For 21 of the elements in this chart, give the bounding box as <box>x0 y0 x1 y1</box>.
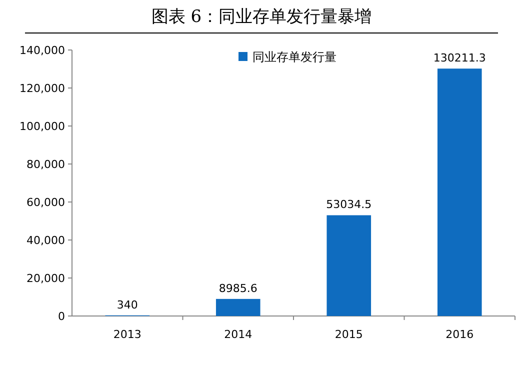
bar <box>216 298 260 316</box>
bar <box>437 68 482 316</box>
y-tick-label: 60,000 <box>26 196 65 209</box>
bar <box>326 215 372 316</box>
y-tick-label: 80,000 <box>26 158 65 171</box>
chart-title: 图表 6：同业存单发行量暴增 <box>151 7 372 27</box>
legend-label: 同业存单发行量 <box>252 50 336 64</box>
y-tick-label: 140,000 <box>20 44 65 57</box>
y-tick-label: 40,000 <box>26 234 65 247</box>
text: 340 <box>116 298 138 312</box>
y-tick-label: 0 <box>58 310 65 323</box>
x-tick-label: 2013 <box>113 328 142 341</box>
text: 8985.6 <box>218 282 258 295</box>
x-tick-label: 2016 <box>446 328 474 341</box>
x-tick-label: 2014 <box>224 328 252 341</box>
text: 130211.3 <box>433 52 486 65</box>
y-tick-label: 100,000 <box>20 120 65 133</box>
text: 53034.5 <box>326 198 372 212</box>
y-tick-label: 20,000 <box>26 272 65 285</box>
y-tick-label: 120,000 <box>20 82 65 95</box>
x-tick-label: 2015 <box>334 328 363 341</box>
